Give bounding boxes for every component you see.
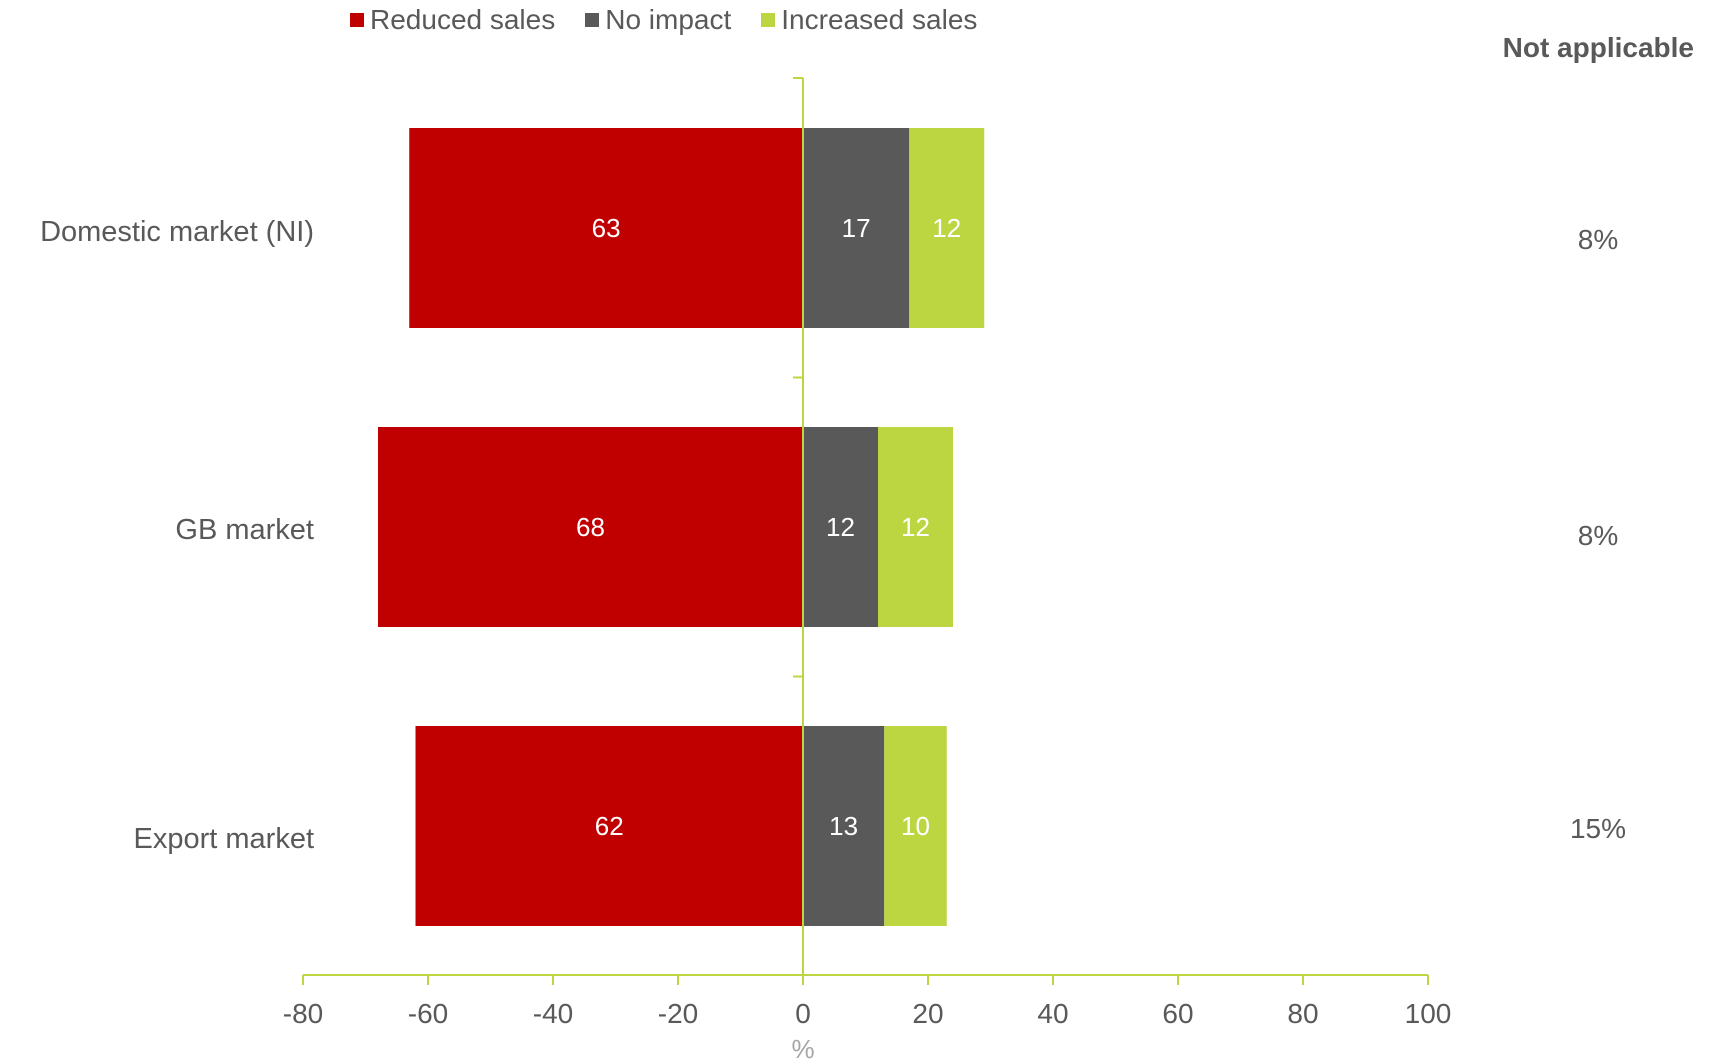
x-tick-label-9: 100 xyxy=(1405,998,1452,1029)
not-applicable-value-domestic: 8% xyxy=(1577,224,1619,255)
legend-label-increased: Increased sales xyxy=(781,4,978,35)
data-label-no-impact-1: 12 xyxy=(826,512,855,542)
data-label-reduced-sales-2: 62 xyxy=(595,811,624,841)
x-tick-label-4: 0 xyxy=(795,998,811,1029)
data-label-increased-sales-1: 12 xyxy=(901,512,930,542)
data-label-reduced-sales-0: 63 xyxy=(592,213,621,243)
x-tick-label-0: -80 xyxy=(283,998,323,1029)
bar-increased-sales-0 xyxy=(909,128,985,328)
x-tick-label-7: 60 xyxy=(1162,998,1193,1029)
data-label-no-impact-0: 17 xyxy=(842,213,871,243)
bar-increased-sales-1 xyxy=(878,427,953,627)
category-label-domestic: Domestic market (NI) xyxy=(40,216,314,248)
legend-swatch-reduced xyxy=(350,13,364,27)
bar-no-impact-0 xyxy=(803,128,910,328)
x-tick-label-2: -40 xyxy=(533,998,573,1029)
x-axis-label: % xyxy=(791,1034,814,1064)
legend-swatch-no-impact xyxy=(585,13,600,27)
x-tick-label-8: 80 xyxy=(1287,998,1318,1029)
legend-item-reduced: Reduced sales xyxy=(350,4,555,36)
bar-increased-sales-2 xyxy=(884,726,947,926)
legend-item-increased: Increased sales xyxy=(761,4,977,36)
bar-reduced-sales-1 xyxy=(378,427,803,627)
bar-reduced-sales-2 xyxy=(415,726,803,926)
x-tick-label-5: 20 xyxy=(912,998,943,1029)
data-label-reduced-sales-1: 68 xyxy=(576,512,605,542)
legend-label-reduced: Reduced sales xyxy=(370,4,556,35)
category-label-export: Export market xyxy=(133,823,315,855)
category-label-gb: GB market xyxy=(175,514,314,546)
bar-no-impact-2 xyxy=(803,726,885,926)
data-label-increased-sales-2: 10 xyxy=(901,811,930,841)
bar-no-impact-1 xyxy=(803,427,878,627)
legend: Reduced sales No impact Increased sales xyxy=(350,4,977,36)
not-applicable-value-export: 15% xyxy=(1569,813,1627,844)
x-tick-label-3: -20 xyxy=(658,998,698,1029)
not-applicable-header: Not applicable xyxy=(1502,32,1694,63)
not-applicable-value-gb: 8% xyxy=(1577,520,1619,551)
data-label-no-impact-2: 13 xyxy=(829,811,858,841)
legend-swatch-increased xyxy=(761,13,776,27)
legend-item-no-impact: No impact xyxy=(585,4,731,36)
data-label-increased-sales-0: 12 xyxy=(932,213,961,243)
bar-reduced-sales-0 xyxy=(409,128,803,328)
legend-label-no-impact: No impact xyxy=(605,4,732,35)
x-tick-label-1: -60 xyxy=(408,998,448,1029)
x-tick-label-6: 40 xyxy=(1037,998,1068,1029)
